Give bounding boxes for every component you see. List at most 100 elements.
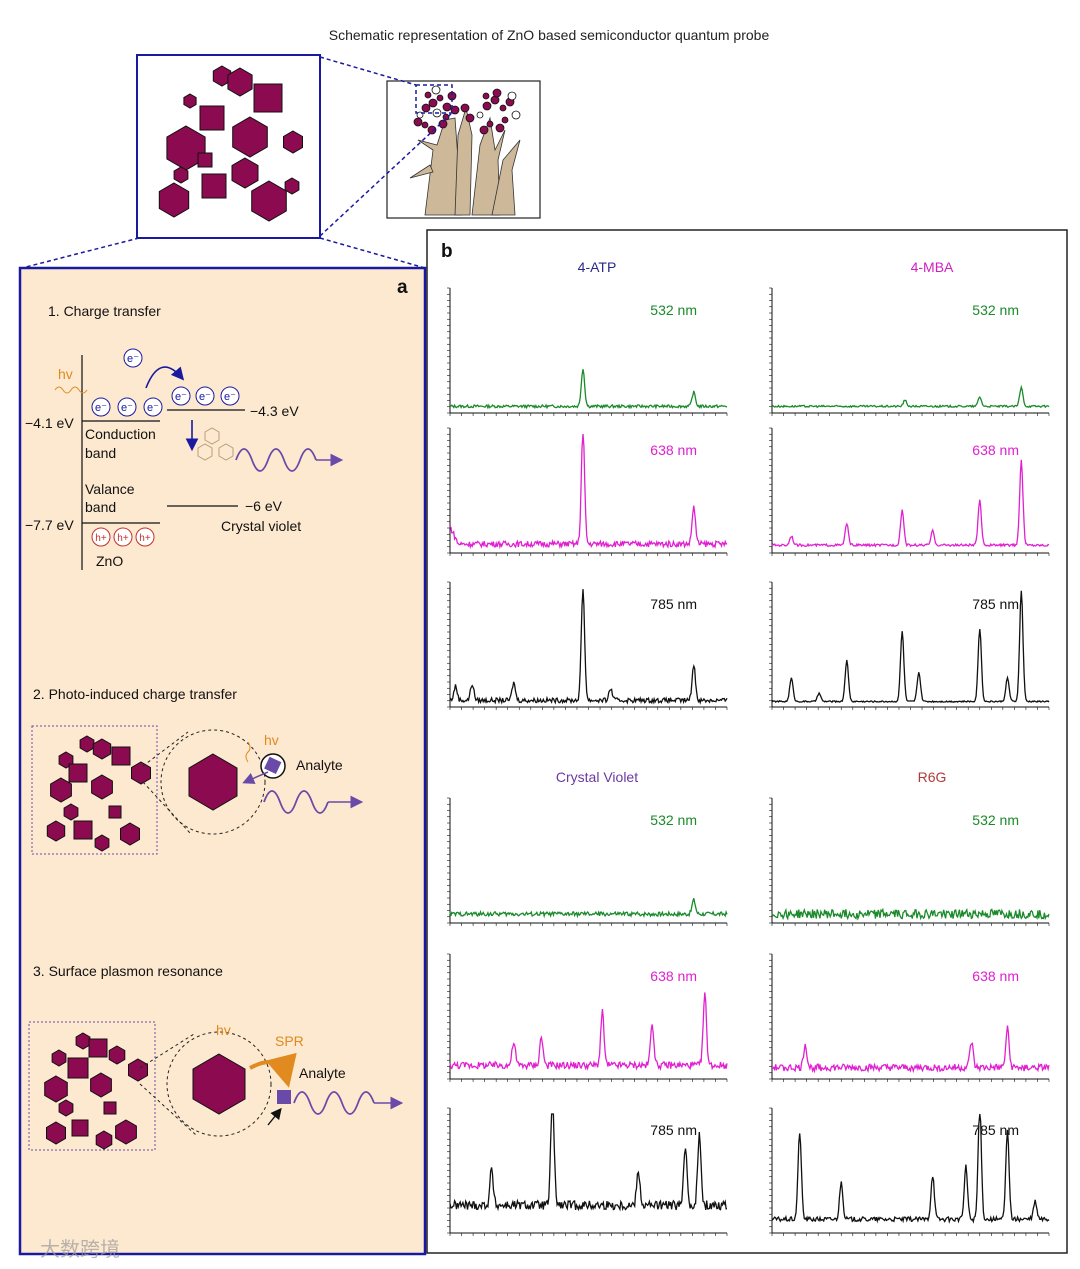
step1-heading: 1. Charge transfer xyxy=(48,303,161,319)
nanoparticle-dot xyxy=(476,111,484,119)
spectrum-line xyxy=(771,459,1050,548)
spr-arrow xyxy=(249,1052,297,1088)
nanoparticle-hexagon xyxy=(158,182,190,218)
laser-wavelength-label: 638 nm xyxy=(972,442,1019,458)
spectrum-plot: 532 nm 4-MBA xyxy=(769,259,1050,416)
nanoparticle-cluster xyxy=(413,85,521,135)
hv-label-2: hv xyxy=(264,732,279,748)
cv-homo-energy: −6 eV xyxy=(245,498,283,514)
transfer-arrow-2 xyxy=(242,771,269,784)
nanoparticle-dot xyxy=(486,120,494,128)
nanoparticle-hexagon xyxy=(58,1099,74,1117)
cluster-box-3 xyxy=(28,1021,156,1151)
electron-circle xyxy=(91,397,111,417)
zoom-connectors xyxy=(21,56,453,269)
zoom-line-3b xyxy=(139,1083,197,1136)
spectrum-plot: 638 nm xyxy=(769,427,1050,556)
laser-wavelength-label: 638 nm xyxy=(972,968,1019,984)
electron-symbol: e⁻ xyxy=(127,353,139,365)
laser-wavelength-label: 638 nm xyxy=(650,968,697,984)
big-particle-3 xyxy=(192,1053,246,1115)
nanoparticle-dot xyxy=(501,116,509,124)
panel-b xyxy=(426,229,1068,1254)
step3-heading: 3. Surface plasmon resonance xyxy=(33,963,223,979)
spectrum-line xyxy=(449,992,728,1072)
particle-cluster-3 xyxy=(44,1032,148,1150)
nanoparticle-dot xyxy=(482,92,490,100)
particle-cluster-2 xyxy=(46,735,151,852)
laser-wavelength-label: 785 nm xyxy=(972,1122,1019,1138)
conduction-band-label-2: band xyxy=(85,445,116,461)
hole-symbol: h+ xyxy=(117,533,129,544)
raman-scatter-wave-1 xyxy=(235,448,317,472)
nanoparticle-dot xyxy=(482,101,492,111)
nanoparticle-square xyxy=(103,1101,117,1115)
zno-vb-energy: −7.7 eV xyxy=(25,517,74,533)
nanoparticle-hexagon xyxy=(75,1032,91,1050)
crystal-violet-label: Crystal violet xyxy=(221,518,301,534)
laser-wavelength-label: 785 nm xyxy=(972,596,1019,612)
spectrum-title: 4-MBA xyxy=(911,259,954,275)
zno-tree-illustration xyxy=(409,106,521,216)
spectrum-plot: 638 nm xyxy=(769,953,1050,1082)
nanoparticle-dot xyxy=(495,123,505,133)
electron-circle xyxy=(143,397,163,417)
nanoparticle-dot xyxy=(428,98,438,108)
nanoparticle-hexagon xyxy=(231,157,259,189)
electron-symbol: e⁻ xyxy=(121,402,133,414)
nanoparticle-square xyxy=(73,820,93,840)
spectrum-line xyxy=(771,907,1050,921)
nanoparticle-hexagon xyxy=(183,93,197,109)
conduction-band-label: Conduction xyxy=(85,426,156,442)
spectrum-line xyxy=(449,589,728,705)
spectrum-line xyxy=(771,1113,1050,1224)
hole-circle xyxy=(135,527,155,547)
nanoparticle-dot xyxy=(424,91,432,99)
electron-circle xyxy=(220,386,240,406)
hv-label-1: hv xyxy=(58,366,73,382)
spectrum-title: 4-ATP xyxy=(578,259,617,275)
nanoparticle-square xyxy=(88,1038,108,1058)
laser-wavelength-label: 785 nm xyxy=(650,596,697,612)
spectrum-plot: 532 nm R6G xyxy=(769,769,1050,926)
electron-markers: e⁻ e⁻ e⁻ e⁻ e⁻ e⁻ e⁻ xyxy=(91,348,240,417)
nanoparticle-dot xyxy=(507,91,517,101)
probe-detail-marker xyxy=(415,84,453,114)
electron-symbol: e⁻ xyxy=(95,402,107,414)
laser-wavelength-label: 532 nm xyxy=(650,812,697,828)
nanoparticle-hexagon xyxy=(94,834,110,852)
panel-a-letter: a xyxy=(397,277,408,298)
photon-wave-2 xyxy=(245,741,251,763)
nanoparticle-hexagon xyxy=(63,803,79,821)
nanoparticle-hexagon xyxy=(90,1072,112,1098)
spectrum-plot: 785 nm xyxy=(769,581,1050,710)
nanoparticle-hexagon xyxy=(284,177,300,195)
zno-cb-energy: −4.1 eV xyxy=(25,415,74,431)
hole-symbol: h+ xyxy=(95,533,107,544)
valence-band-label: Valance xyxy=(85,481,135,497)
nanoparticle-dot xyxy=(499,104,507,112)
nanoparticle-hexagon xyxy=(79,735,95,753)
electron-circle xyxy=(117,397,137,417)
spectrum-title: Crystal Violet xyxy=(556,769,638,785)
spectra-grid: 532 nm 4-ATP 638 nm 785 nm 532 nm 4-MBA 638 nm… xyxy=(447,259,1050,1236)
laser-wavelength-label: 532 nm xyxy=(972,812,1019,828)
raman-scatter-wave-3 xyxy=(293,1091,375,1115)
nanoparticle-dot xyxy=(492,88,502,98)
laser-wavelength-label: 785 nm xyxy=(650,1122,697,1138)
spectrum-plot: 532 nm Crystal Violet xyxy=(447,769,728,926)
nanoparticle-hexagon xyxy=(108,1045,126,1065)
nanoparticle-hexagon xyxy=(51,1049,67,1067)
spectrum-line xyxy=(449,369,728,410)
nanoparticle-square xyxy=(108,805,122,819)
nanoparticle-dot xyxy=(450,105,460,115)
nanoparticle-square xyxy=(197,152,213,168)
crystal-violet-molecule-icon xyxy=(197,427,234,461)
spectrum-line xyxy=(772,1025,1050,1074)
band-diagram xyxy=(81,355,245,570)
nanoparticle-dot xyxy=(442,113,450,121)
photon-wave-1 xyxy=(54,386,88,394)
nanoparticle-hexagon xyxy=(128,1058,148,1082)
hv-label-3: hv xyxy=(216,1022,231,1038)
nanoparticle-dot xyxy=(460,103,470,113)
